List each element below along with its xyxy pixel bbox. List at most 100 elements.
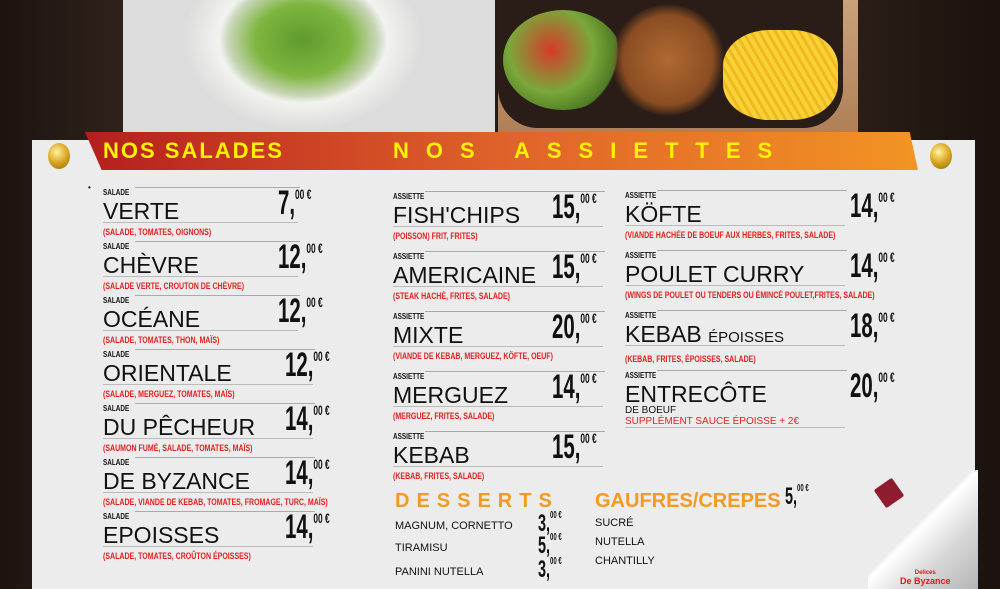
divider	[103, 222, 298, 223]
item-name: POULET CURRY	[625, 261, 805, 287]
divider	[393, 466, 603, 467]
price-cents: 00 €	[580, 370, 597, 386]
divider	[135, 511, 315, 512]
item-name: MERGUEZ	[393, 382, 508, 408]
menu-item: SALADE VERTE (SALADE, TOMATES, OIGNONS)	[103, 182, 300, 240]
menu-item: ASSIETTE KÖFTE (VIANDE HACHÉE DE BOEUF AUX…	[625, 185, 895, 243]
price-cents: 00 €	[550, 556, 562, 567]
item-name: ENTRECÔTE	[625, 381, 767, 407]
waffle-item: SUCRÉ	[595, 517, 634, 529]
pin-icon	[48, 143, 70, 169]
: (SALADE, TOMATES, THON, MAÏS)	[103, 330, 252, 348]
item-price: 14,00 €	[552, 368, 597, 407]
menu-item: SALADE CHÈVRE (SALADE VERTE, CROUTON DE CH…	[103, 236, 300, 294]
item-price: 15,00 €	[552, 428, 597, 467]
divider	[135, 187, 300, 188]
item-price: 15,00 €	[552, 188, 597, 227]
: (STEAK HACHÉ, FRITES, SALADE)	[393, 286, 543, 304]
item-category-label: ASSIETTE	[625, 191, 657, 200]
divider	[393, 226, 603, 227]
divider	[103, 330, 298, 331]
: (SALADE, MERGUEZ, TOMATES, MAÏS)	[103, 384, 272, 402]
item-category-label: SALADE	[103, 188, 130, 197]
item-description: (SALADE, TOMATES, THON, MAÏS)	[103, 335, 220, 345]
price-whole: 20,	[552, 308, 581, 346]
item-description: (WINGS DE POULET OU TENDERS OU ÉMINCÉ PO…	[625, 290, 875, 300]
: (SALADE, VIANDE DE KEBAB, TOMATES, FROMA…	[103, 492, 391, 510]
price-cents: 00 €	[580, 250, 597, 266]
item-name: DE BYZANCE	[103, 468, 250, 494]
plates-heading: NOS ASSIETTES	[393, 138, 790, 163]
divider	[657, 310, 847, 311]
item-name: AMERICAINE	[393, 262, 537, 288]
price-cents: 00 €	[295, 186, 312, 202]
menu-item: ASSIETTE MIXTE (VIANDE DE KEBAB, MERGUEZ, …	[393, 306, 605, 364]
divider	[103, 546, 313, 547]
price-whole: 14,	[285, 508, 314, 546]
divider	[425, 371, 605, 372]
waffles-heading: GAUFRES/CREPES	[595, 490, 781, 512]
item-price: 20,00 €	[552, 308, 597, 347]
price-cents: 00 €	[878, 309, 895, 325]
price-cents: 00 €	[313, 510, 330, 526]
item-price: 7,00 €	[278, 184, 311, 223]
divider	[103, 276, 298, 277]
item-name: ORIENTALE	[103, 360, 232, 386]
item-category-label: SALADE	[103, 242, 130, 251]
salads-heading: NOS SALADES	[103, 138, 284, 163]
item-category-label: SALADE	[103, 458, 130, 467]
item-description: (VIANDE DE KEBAB, MERGUEZ, KÖFTE, OEUF)	[393, 351, 553, 361]
price-cents: 00 €	[313, 456, 330, 472]
price-cents: 00 €	[550, 510, 562, 521]
menu-item: ASSIETTE KEBAB (KEBAB, FRITES, SALADE)	[393, 426, 605, 484]
price-whole: 5,	[538, 532, 551, 559]
waffles-price: 5,00 €	[785, 483, 809, 510]
: (MERGUEZ, FRITES, SALADE)	[393, 406, 523, 424]
menu-item: ASSIETTE KEBAB ÉPOISSES (KEBAB, FRITES, ÉP…	[625, 305, 847, 367]
price-whole: 20,	[850, 367, 879, 405]
item-description: (SALADE, TOMATES, CROÛTON ÉPOISSES)	[103, 551, 251, 561]
desserts-heading: DESSERTS	[395, 490, 559, 512]
price-whole: 14,	[850, 187, 879, 225]
dessert-price: 3,00 €	[538, 556, 562, 584]
price-whole: 12,	[278, 292, 307, 330]
menu-item: ASSIETTE AMERICAINE (STEAK HACHÉ, FRITES, …	[393, 246, 605, 304]
item-name-suffix: ÉPOISSES	[708, 329, 784, 346]
menu-item: SALADE DU PÊCHEUR (SAUMON FUMÉ, SALADE, TO…	[103, 398, 315, 456]
waffle-item: NUTELLA	[595, 536, 645, 548]
divider	[393, 286, 603, 287]
item-category-label: ASSIETTE	[625, 371, 657, 380]
price-cents: 00 €	[580, 430, 597, 446]
item-description: (MERGUEZ, FRITES, SALADE)	[393, 411, 495, 421]
price-whole: 14,	[285, 400, 314, 438]
: (KEBAB, FRITES, SALADE)	[393, 466, 510, 484]
divider	[393, 406, 603, 407]
dessert-item: MAGNUM, CORNETTO	[395, 520, 513, 532]
item-name: FISH'CHIPS	[393, 202, 521, 228]
item-description: (SAUMON FUMÉ, SALADE, TOMATES, MAÏS)	[103, 443, 253, 453]
divider	[425, 311, 605, 312]
price-whole: 12,	[285, 346, 314, 384]
item-name: KEBAB	[393, 442, 470, 468]
menu-item: SALADE OCÉANE (SALADE, TOMATES, THON, MAÏS…	[103, 290, 300, 348]
price-whole: 14,	[285, 454, 314, 492]
: (WINGS DE POULET OU TENDERS OU ÉMINCÉ PO…	[625, 285, 945, 303]
salad-photo	[123, 0, 495, 132]
item-description: (SALADE, VIANDE DE KEBAB, TOMATES, FROMA…	[103, 497, 328, 507]
: (SALADE VERTE, CROUTON DE CHÈVRE)	[103, 276, 284, 294]
item-description: (SALADE, MERGUEZ, TOMATES, MAÏS)	[103, 389, 235, 399]
item-category-label: ASSIETTE	[393, 372, 425, 381]
item-price: 14,00 €	[285, 400, 330, 439]
item-description: (KEBAB, FRITES, SALADE)	[393, 471, 485, 481]
divider	[625, 427, 845, 428]
item-category-label: ASSIETTE	[393, 312, 425, 321]
price-whole: 15,	[552, 188, 581, 226]
item-price: 14,00 €	[285, 454, 330, 493]
price-whole: 15,	[552, 428, 581, 466]
waffle-item: CHANTILLY	[595, 555, 655, 567]
item-category-label: ASSIETTE	[393, 192, 425, 201]
item-description: (VIANDE HACHÉE DE BOEUF AUX HERBES, FRIT…	[625, 230, 836, 240]
item-description: (SALADE VERTE, CROUTON DE CHÈVRE)	[103, 281, 245, 291]
price-cents: 00 €	[306, 294, 323, 310]
price-cents: 00 €	[580, 190, 597, 206]
